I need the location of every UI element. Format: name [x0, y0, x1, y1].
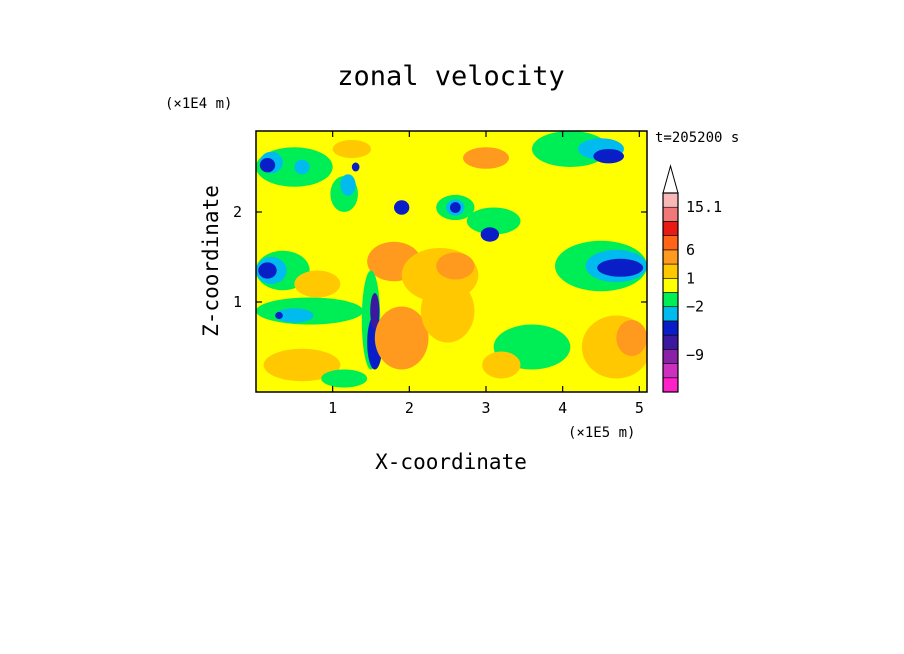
colorbar-tick-label: 6: [686, 241, 695, 259]
colorbar-level: [662, 235, 679, 251]
x-axis: 1 2 3 4 5: [328, 131, 644, 417]
contour-region: [294, 159, 310, 175]
contour-region: [374, 306, 429, 370]
colorbar-level: [662, 349, 679, 364]
colorbar-level: [662, 334, 679, 350]
colorbar: 15.1 6 1 −2 −9: [662, 164, 722, 393]
colorbar-level: [662, 320, 679, 336]
colorbar-level: [662, 292, 679, 308]
contour-field: [256, 131, 647, 388]
contour-region: [321, 369, 368, 388]
contour-region: [466, 207, 521, 235]
contour-region: [597, 258, 644, 277]
contour-region: [294, 270, 341, 298]
colorbar-level: [662, 206, 679, 222]
contour-region: [480, 227, 500, 242]
colorbar-frame: [662, 192, 679, 393]
contour-region: [482, 351, 521, 379]
x-axis-label: X-coordinate: [375, 450, 527, 474]
colorbar-level: [662, 192, 679, 208]
contour-region: [340, 174, 356, 196]
colorbar-level: [662, 363, 679, 379]
contour-region: [256, 297, 364, 325]
colorbar-level: [662, 221, 679, 236]
chart-title: zonal velocity: [337, 61, 565, 92]
x-tick-label: 1: [328, 399, 337, 417]
x-tick-label: 2: [405, 399, 414, 417]
colorbar-level: [662, 377, 679, 393]
time-label: t=205200 s: [655, 130, 739, 146]
contour-region: [275, 311, 283, 320]
contour-region: [593, 149, 625, 164]
colorbar-level: [662, 249, 679, 265]
colorbar-tick-label: 1: [686, 269, 695, 287]
x-unit-label: (×1E5 m): [568, 425, 635, 441]
contour-region: [463, 147, 509, 169]
colorbar-level: [662, 263, 679, 279]
contour-region: [449, 202, 461, 213]
colorbar-tick-label: −9: [686, 346, 704, 364]
plot-frame: [255, 130, 648, 393]
x-tick-label: 4: [558, 399, 567, 417]
contour-region: [259, 158, 276, 173]
contour-region: [263, 348, 341, 382]
y-tick-label: 2: [233, 203, 242, 221]
y-axis: 12: [233, 203, 647, 311]
contour-region: [436, 252, 475, 280]
contour-region: [275, 308, 314, 323]
colorbar-extend-arrow: [662, 164, 679, 194]
colorbar-level: [662, 306, 679, 322]
y-unit-label: (×1E4 m): [165, 96, 232, 112]
colorbar-tick-label: −2: [686, 298, 704, 316]
contour-region: [394, 200, 410, 215]
contour-region: [332, 140, 372, 158]
contour-region: [420, 279, 475, 343]
contour-region: [258, 262, 277, 279]
contour-region: [616, 320, 647, 356]
y-axis-label: Z-coordinate: [199, 185, 223, 337]
x-tick-label: 3: [481, 399, 490, 417]
colorbar-level: [662, 277, 679, 293]
contour-region: [351, 162, 360, 172]
contour-region: [370, 293, 380, 329]
x-tick-label: 5: [635, 399, 644, 417]
colorbar-tick-label: 15.1: [686, 198, 722, 216]
y-tick-label: 1: [233, 293, 242, 311]
